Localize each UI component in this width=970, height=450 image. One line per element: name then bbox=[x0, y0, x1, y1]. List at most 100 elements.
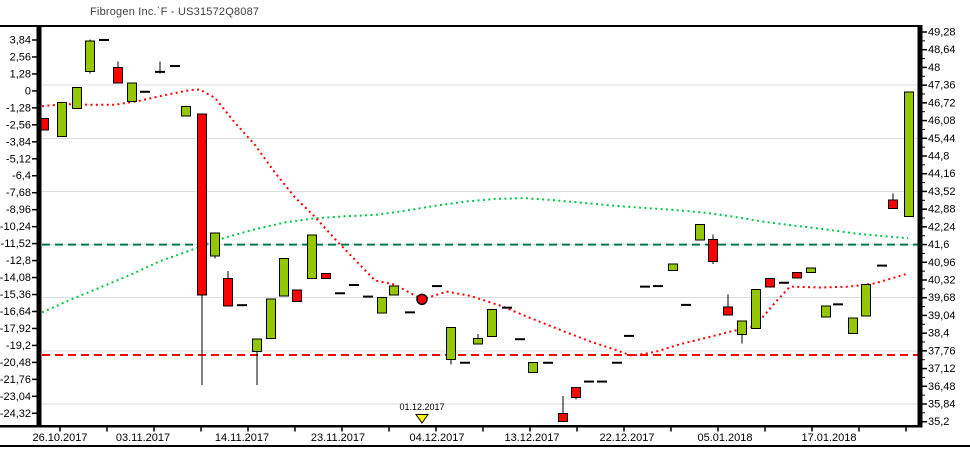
left-axis-label: 1,28 bbox=[10, 68, 31, 80]
right-axis-label: 43,52 bbox=[928, 186, 956, 198]
right-axis-label: 46,08 bbox=[928, 115, 956, 127]
candles bbox=[39, 39, 914, 423]
doji-dash bbox=[833, 303, 843, 306]
candle-up bbox=[72, 87, 82, 109]
candle-down bbox=[223, 277, 233, 307]
left-axis-label: -15,36 bbox=[0, 289, 31, 301]
candle-up bbox=[695, 223, 705, 241]
doji-dash bbox=[502, 306, 512, 309]
left-axis-label: -20,48 bbox=[0, 357, 31, 369]
doji-dash bbox=[779, 281, 789, 284]
x-axis-label: 26.10.2017 bbox=[32, 432, 87, 444]
right-axis-label: 45,44 bbox=[928, 133, 956, 145]
candle-up bbox=[127, 82, 137, 103]
doji-dash bbox=[640, 285, 650, 288]
chart-title: Fibrogen Inc.`F - US31572Q8087 bbox=[90, 6, 260, 18]
candle-up bbox=[85, 40, 95, 73]
candle-up bbox=[668, 263, 678, 272]
left-axis-label: -1,28 bbox=[6, 102, 31, 114]
slow-moving-average-line bbox=[41, 197, 909, 314]
candle-up bbox=[252, 338, 262, 353]
left-axis-bar bbox=[36, 25, 42, 427]
right-axis-label: 37,12 bbox=[928, 363, 956, 375]
candle-up bbox=[210, 232, 220, 257]
candle-up bbox=[848, 317, 858, 334]
candle-down bbox=[558, 412, 568, 423]
right-axis-label: 39,68 bbox=[928, 292, 956, 304]
left-axis-label: -14,08 bbox=[0, 272, 31, 284]
doji-dash bbox=[237, 304, 247, 307]
right-axis-label: 46,72 bbox=[928, 97, 956, 109]
right-axis-bar bbox=[917, 25, 923, 427]
x-axis-label: 17.01.2018 bbox=[801, 432, 856, 444]
right-axis-label: 48 bbox=[928, 62, 940, 74]
candle-up bbox=[473, 337, 483, 345]
right-axis-label: 35,84 bbox=[928, 398, 956, 410]
doji-dash bbox=[170, 65, 180, 68]
doji-dash bbox=[612, 361, 622, 364]
candle-down bbox=[792, 272, 802, 279]
right-axis-label: 36,48 bbox=[928, 381, 956, 393]
doji-dash bbox=[432, 285, 442, 288]
fast-moving-average-line bbox=[41, 88, 909, 357]
right-axis-label: 42,88 bbox=[928, 204, 956, 216]
event-marker-label: 01.12.2017 bbox=[399, 402, 444, 412]
x-axis: 26.10.2017 03.11.2017 14.11.2017 23.11.2017… bbox=[32, 427, 907, 444]
doji-dash bbox=[155, 70, 165, 73]
right-axis-label: 44,16 bbox=[928, 168, 956, 180]
candle-up bbox=[861, 283, 871, 317]
x-axis-label: 04.12.2017 bbox=[409, 432, 464, 444]
candle-up bbox=[389, 285, 399, 296]
candle-down bbox=[708, 238, 718, 263]
left-axis-label: -17,92 bbox=[0, 323, 31, 335]
x-axis-label: 14.11.2017 bbox=[215, 432, 269, 444]
right-axis-label: 48,64 bbox=[928, 44, 956, 56]
candle-down bbox=[571, 387, 581, 399]
right-axis-label: 40,96 bbox=[928, 257, 956, 269]
candle-up bbox=[181, 106, 191, 117]
candle-down bbox=[888, 199, 898, 209]
doji-dash bbox=[681, 303, 691, 306]
right-axis-label: 35,2 bbox=[928, 416, 949, 428]
left-axis-label: -19,2 bbox=[6, 340, 31, 352]
x-axis-label: 03.11.2017 bbox=[116, 432, 170, 444]
left-axis-label: 0 bbox=[25, 85, 31, 97]
candle-down bbox=[321, 272, 331, 279]
candle-down bbox=[113, 67, 123, 84]
left-axis-label: -3,84 bbox=[6, 136, 31, 148]
candle-up bbox=[279, 257, 289, 297]
right-axis-label: 37,76 bbox=[928, 345, 956, 357]
candle-down bbox=[197, 113, 207, 296]
right-axis-label: 44,8 bbox=[928, 150, 949, 162]
doji-dash bbox=[405, 311, 415, 314]
left-axis-label: -11,52 bbox=[1, 238, 31, 250]
event-triangle-marker bbox=[415, 414, 429, 424]
right-axis-label: 42,24 bbox=[928, 221, 956, 233]
right-axis: 49,28 48,64 48 47,36 46,72 46,08 45,44 44,8 44,1… bbox=[922, 27, 956, 428]
left-axis-label: -16,64 bbox=[0, 306, 31, 318]
bottom-border bbox=[0, 425, 923, 428]
right-axis-label: 40,32 bbox=[928, 274, 956, 286]
x-axis-label: 05.01.2018 bbox=[697, 432, 752, 444]
x-axis-label: 23.11.2017 bbox=[311, 432, 365, 444]
left-axis-label: -7,68 bbox=[6, 187, 31, 199]
candle-up bbox=[821, 305, 831, 318]
candle-up bbox=[446, 327, 456, 360]
doji-dash bbox=[597, 380, 607, 383]
candle-up bbox=[487, 308, 497, 338]
candle-up bbox=[57, 102, 67, 138]
x-axis-label: 22.12.2017 bbox=[599, 432, 654, 444]
doji-dash bbox=[460, 361, 470, 364]
doji-dash bbox=[515, 338, 525, 341]
event-dot-marker bbox=[416, 293, 428, 306]
right-axis-label: 41,6 bbox=[928, 239, 949, 251]
candle-down bbox=[292, 289, 302, 303]
candle-down bbox=[765, 278, 775, 288]
doji-dash bbox=[349, 283, 359, 286]
candle-up bbox=[751, 288, 761, 329]
doji-dash bbox=[543, 361, 553, 364]
left-axis-label: 3,84 bbox=[10, 35, 31, 47]
left-axis-label: -21,76 bbox=[0, 374, 31, 386]
left-axis-label: -5,12 bbox=[6, 153, 31, 165]
